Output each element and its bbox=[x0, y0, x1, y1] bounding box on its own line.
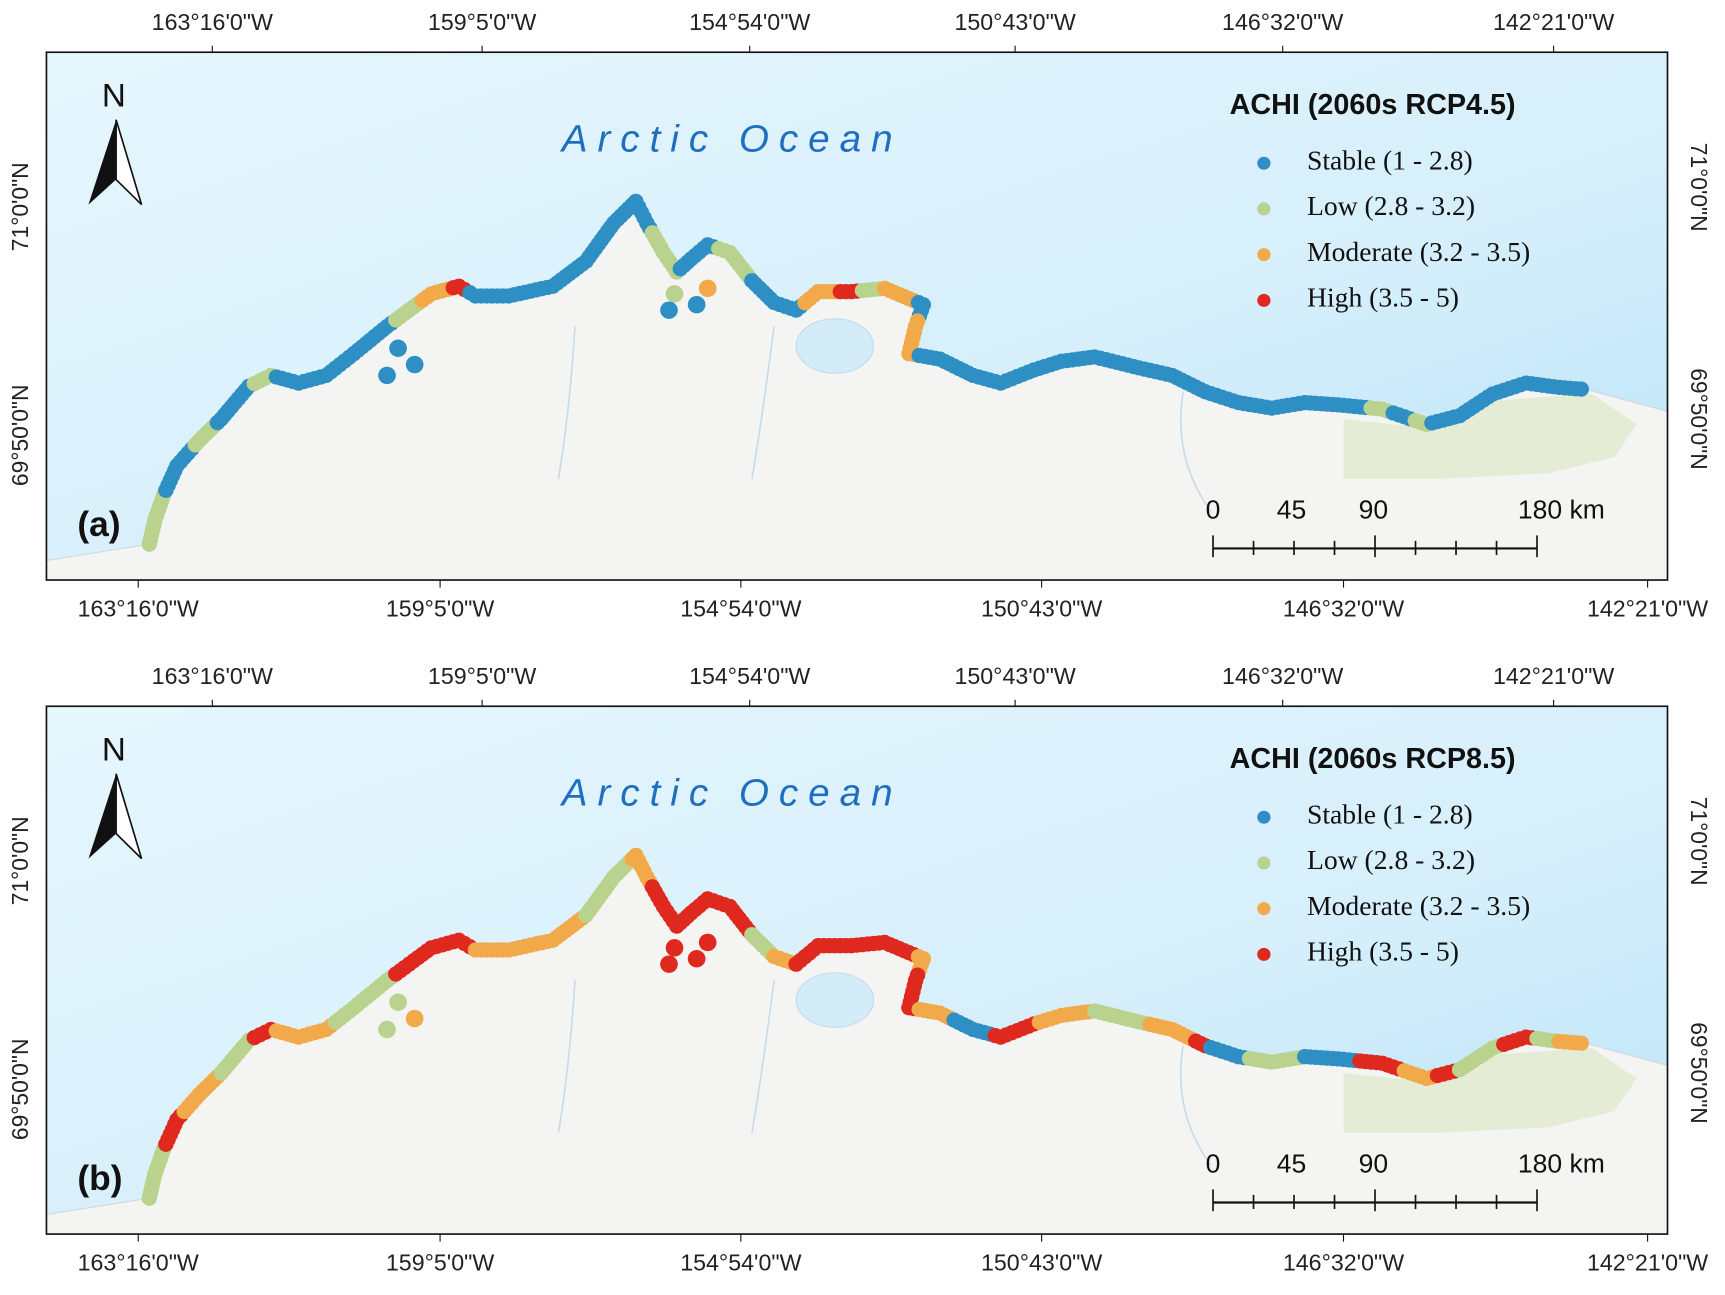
bottom-label: 146°32'0"W bbox=[1283, 596, 1405, 622]
scale-label: 180 km bbox=[1518, 1149, 1605, 1179]
bottom-label: 150°43'0"W bbox=[981, 1250, 1103, 1276]
bottom-label: 142°21'0"W bbox=[1587, 596, 1709, 622]
legend-title: ACHI (2060s RCP4.5) bbox=[1230, 89, 1516, 121]
coast-point bbox=[665, 285, 684, 303]
bottom-label: 159°5'0"W bbox=[386, 1250, 495, 1276]
bottom-label: 159°5'0"W bbox=[386, 596, 495, 622]
bottom-label: 163°16'0"W bbox=[78, 1250, 200, 1276]
legend-label: Low (2.8 - 3.2) bbox=[1307, 845, 1475, 875]
legend-swatch bbox=[1257, 156, 1271, 170]
scale-label: 45 bbox=[1277, 1149, 1307, 1179]
map-panel: 163°16'0"W 159°5'0"W 154°54'0"W 150°43'0"W 1… bbox=[7, 9, 1712, 621]
right-label: 71°0'0"N bbox=[1686, 797, 1712, 886]
legend-swatch bbox=[1257, 810, 1271, 824]
north-arrow-right bbox=[115, 773, 143, 860]
top-label: 159°5'0"W bbox=[428, 663, 537, 689]
top-label: 142°21'0"W bbox=[1493, 9, 1615, 35]
north-arrow-left bbox=[88, 119, 117, 205]
coast-point bbox=[378, 366, 396, 385]
coast-point bbox=[698, 279, 717, 298]
right-label: 69°50'0"N bbox=[1686, 1022, 1712, 1124]
map-frame bbox=[45, 51, 1669, 581]
north-label: N bbox=[102, 731, 126, 768]
legend-label: Moderate (3.2 - 3.5) bbox=[1307, 237, 1530, 267]
top-label: 163°16'0"W bbox=[152, 663, 274, 689]
legend-swatch bbox=[1257, 902, 1271, 916]
map-frame bbox=[45, 705, 1669, 1235]
legend-label: Low (2.8 - 3.2) bbox=[1307, 191, 1475, 221]
scale-label: 0 bbox=[1206, 495, 1221, 525]
coast-point bbox=[660, 301, 678, 319]
legend-label: High (3.5 - 5) bbox=[1307, 283, 1459, 313]
bottom-label: 154°54'0"W bbox=[680, 1250, 802, 1276]
legend-label: Stable (1 - 2.8) bbox=[1307, 146, 1473, 176]
top-label: 146°32'0"W bbox=[1222, 9, 1344, 35]
scale-label: 90 bbox=[1359, 495, 1389, 525]
top-label: 154°54'0"W bbox=[689, 663, 811, 689]
coast-point bbox=[687, 950, 706, 968]
coast-point bbox=[698, 933, 717, 952]
scale-label: 90 bbox=[1359, 1149, 1389, 1179]
coast-point bbox=[660, 955, 678, 973]
reserve-area bbox=[1343, 393, 1637, 479]
legend-label: Moderate (3.2 - 3.5) bbox=[1307, 891, 1530, 921]
coast-point bbox=[389, 993, 407, 1011]
bottom-label: 142°21'0"W bbox=[1587, 1250, 1709, 1276]
bottom-label: 150°43'0"W bbox=[981, 596, 1103, 622]
top-label: 159°5'0"W bbox=[428, 9, 537, 35]
coast-point bbox=[665, 939, 684, 957]
scale-label: 180 km bbox=[1518, 495, 1605, 525]
ocean-label: Arctic Ocean bbox=[560, 118, 903, 161]
legend-label: Stable (1 - 2.8) bbox=[1307, 800, 1473, 830]
north-label: N bbox=[102, 77, 126, 114]
legend-swatch bbox=[1257, 202, 1271, 216]
coast-point bbox=[1573, 381, 1589, 397]
top-label: 142°21'0"W bbox=[1493, 663, 1615, 689]
lake bbox=[795, 318, 875, 374]
ocean-label: Arctic Ocean bbox=[560, 772, 903, 815]
legend-swatch bbox=[1257, 856, 1271, 870]
lake bbox=[795, 972, 875, 1028]
river bbox=[557, 980, 1212, 1166]
coast-point bbox=[378, 1020, 396, 1039]
map-panel: 163°16'0"W 159°5'0"W 154°54'0"W 150°43'0"W 1… bbox=[7, 663, 1712, 1275]
panel-label: (a) bbox=[77, 505, 120, 544]
right-label: 71°0'0"N bbox=[1686, 143, 1712, 232]
legend-label: High (3.5 - 5) bbox=[1307, 937, 1459, 967]
top-label: 163°16'0"W bbox=[152, 9, 274, 35]
legend-swatch bbox=[1257, 947, 1271, 961]
reserve-area bbox=[1343, 1047, 1637, 1133]
north-arrow-right bbox=[115, 119, 143, 206]
scale-label: 0 bbox=[1206, 1149, 1221, 1179]
left-label: 69°50'0"N bbox=[7, 385, 33, 487]
coast-point bbox=[389, 339, 407, 357]
bottom-label: 146°32'0"W bbox=[1283, 1250, 1405, 1276]
bottom-label: 163°16'0"W bbox=[78, 596, 200, 622]
bottom-label: 154°54'0"W bbox=[680, 596, 802, 622]
scale-label: 45 bbox=[1277, 495, 1307, 525]
legend-swatch bbox=[1257, 248, 1271, 262]
river bbox=[557, 326, 1212, 512]
right-label: 69°50'0"N bbox=[1686, 368, 1712, 470]
coast-point bbox=[405, 355, 424, 374]
top-label: 150°43'0"W bbox=[954, 9, 1076, 35]
legend-title: ACHI (2060s RCP8.5) bbox=[1230, 743, 1516, 775]
top-label: 146°32'0"W bbox=[1222, 663, 1344, 689]
legend-swatch bbox=[1257, 293, 1271, 307]
coast-point bbox=[405, 1009, 424, 1028]
north-arrow-left bbox=[88, 773, 117, 859]
top-label: 154°54'0"W bbox=[689, 9, 811, 35]
coast-point bbox=[687, 296, 706, 314]
left-label: 69°50'0"N bbox=[7, 1039, 33, 1141]
left-label: 71°0'0"N bbox=[7, 816, 33, 905]
panel-label: (b) bbox=[77, 1159, 122, 1198]
top-label: 150°43'0"W bbox=[954, 663, 1076, 689]
coast-point bbox=[1573, 1035, 1589, 1051]
left-label: 71°0'0"N bbox=[7, 162, 33, 251]
